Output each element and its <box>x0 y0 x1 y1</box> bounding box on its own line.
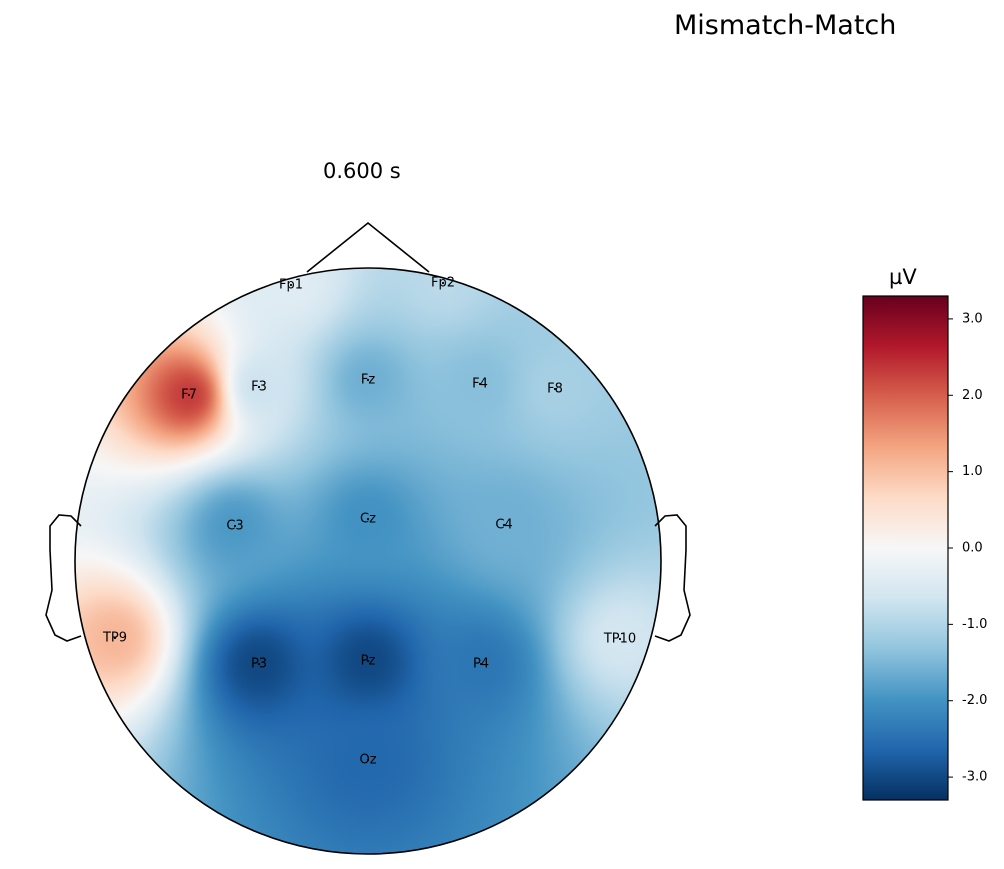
sensor-pz-label: Pz <box>361 654 376 669</box>
colorbar-tick-label-4: 1.0 <box>962 464 983 479</box>
left-ear-outline <box>45 514 82 642</box>
topomap-time-title: 0.600 s <box>323 159 401 183</box>
sensor-oz-marker <box>366 758 370 762</box>
sensor-c4-label: C4 <box>495 518 512 533</box>
colorbar <box>862 295 949 801</box>
sensor-cz-label: Cz <box>360 512 376 527</box>
sensor-p3-label: P3 <box>251 657 267 672</box>
sensor-tp9-marker <box>113 636 117 640</box>
sensor-tp9-label: TP9 <box>102 631 127 646</box>
sensor-f4-label: F4 <box>472 377 488 392</box>
sensor-f7-marker <box>187 393 191 397</box>
sensor-c3-marker <box>233 524 237 528</box>
sensor-fz-label: Fz <box>361 373 375 388</box>
sensor-p3-marker <box>257 662 261 666</box>
sensor-fp1-marker <box>289 283 293 287</box>
sensor-fp1-label: Fp1 <box>279 278 303 293</box>
sensor-f8-label: F8 <box>547 382 563 397</box>
right-ear-outline <box>654 514 691 642</box>
sensor-tp10-label: TP10 <box>603 632 636 647</box>
colorbar-tick-label-2: -1.0 <box>962 617 987 632</box>
topomap-field <box>75 268 661 854</box>
colorbar-tick-label-1: -2.0 <box>962 693 987 708</box>
sensor-p4-marker <box>479 662 483 666</box>
sensor-fp2-label: Fp2 <box>431 276 455 291</box>
head-outline <box>74 267 662 855</box>
sensor-tp10-marker <box>618 637 622 641</box>
sensor-f4-marker <box>478 382 482 386</box>
sensor-cz-marker <box>366 517 370 521</box>
sensor-f3-marker <box>257 385 261 389</box>
colorbar-tick-label-0: -3.0 <box>962 770 987 785</box>
sensor-f7-label: F7 <box>181 388 197 403</box>
figure-suptitle: Mismatch-Match <box>674 10 897 41</box>
sensor-p4-label: P4 <box>473 657 489 672</box>
sensor-c4-marker <box>502 523 506 527</box>
colorbar-tick-label-5: 2.0 <box>962 388 983 403</box>
sensor-pz-marker <box>366 659 370 663</box>
colorbar-tick-label-6: 3.0 <box>962 311 983 326</box>
sensor-f8-marker <box>553 387 557 391</box>
nose-outline <box>306 221 430 273</box>
sensor-c3-label: C3 <box>226 519 243 534</box>
colorbar-tick-label-3: 0.0 <box>962 541 983 556</box>
sensor-fp2-marker <box>441 281 445 285</box>
sensor-f3-label: F3 <box>251 380 267 395</box>
sensor-oz-label: Oz <box>359 753 376 768</box>
sensor-fz-marker <box>366 378 370 382</box>
colorbar-unit-label: µV <box>889 265 917 289</box>
